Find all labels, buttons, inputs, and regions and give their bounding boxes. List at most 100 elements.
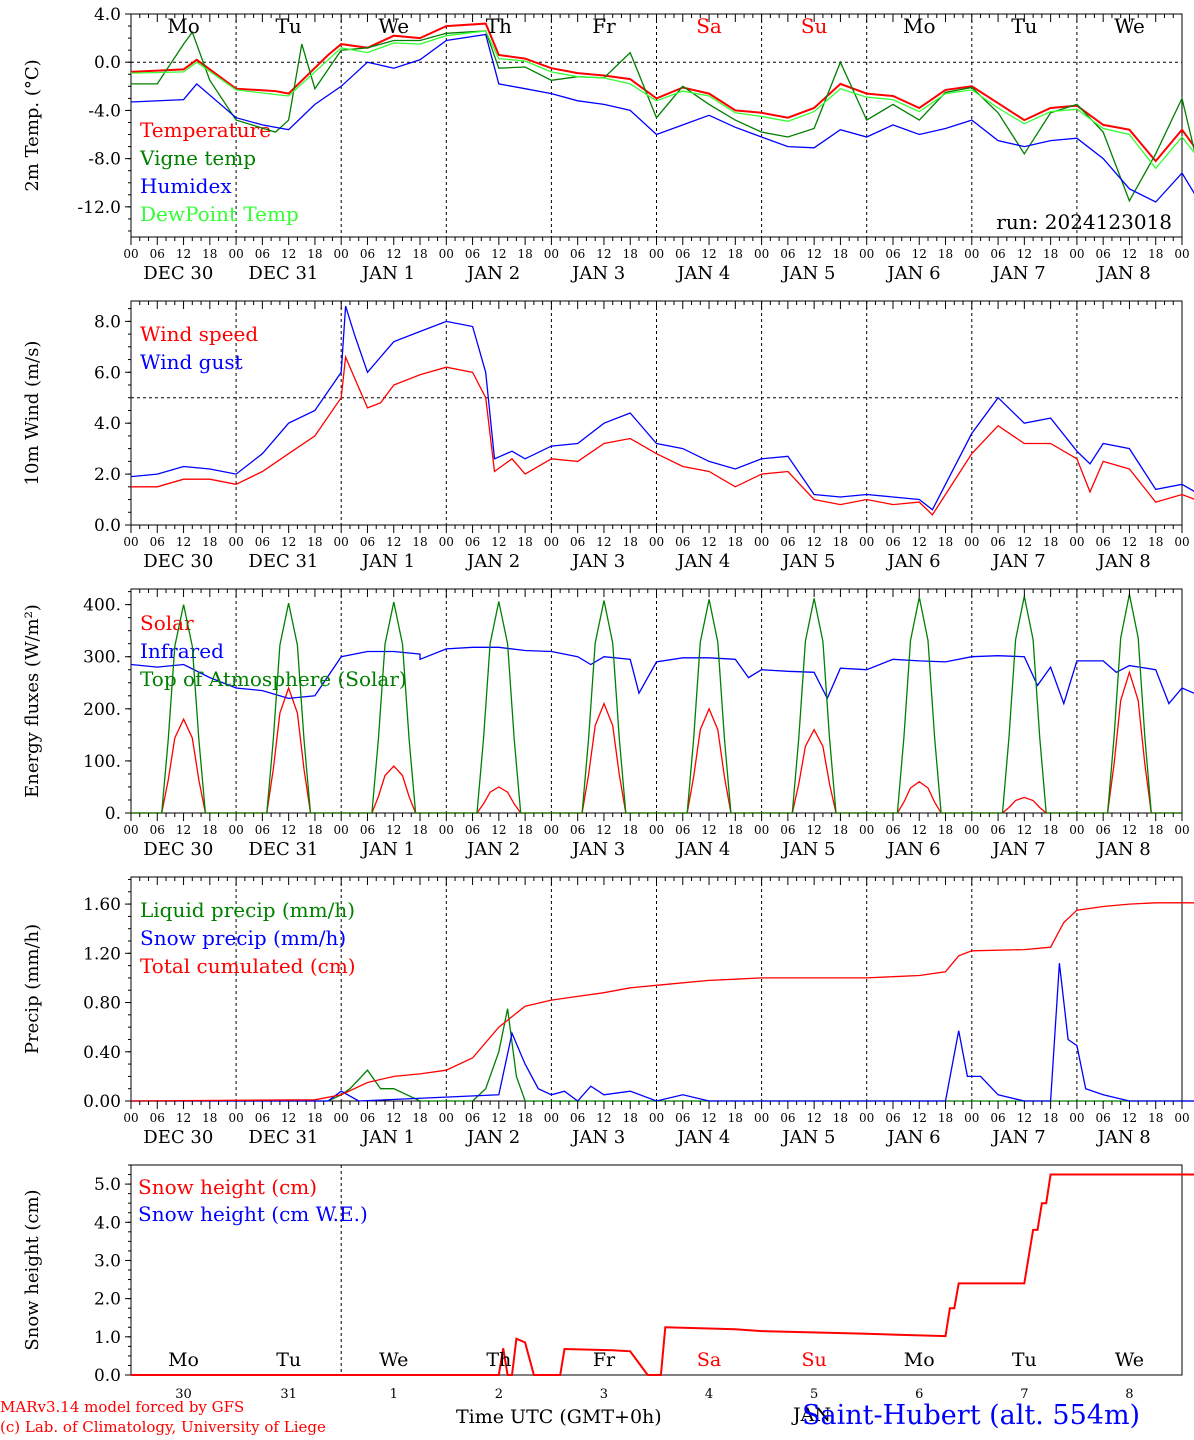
y-axis-title: 10m Wind (m/s)	[22, 341, 43, 486]
series-line-0	[130, 22, 1194, 163]
date-label: JAN 3	[570, 1127, 625, 1148]
hour-tick-label: 00	[859, 247, 874, 261]
hour-tick-label: 00	[123, 1111, 138, 1125]
hour-tick-label: 06	[360, 535, 375, 549]
hour-tick-label: 12	[281, 247, 296, 261]
hour-tick-label: 18	[1148, 823, 1163, 837]
hour-tick-label: 12	[701, 1111, 716, 1125]
date-label: DEC 30	[143, 1127, 213, 1148]
date-label: JAN 1	[360, 551, 415, 572]
hour-tick-label: 00	[964, 823, 979, 837]
date-label: DEC 30	[143, 551, 213, 572]
hour-tick-label: 00	[1174, 1111, 1189, 1125]
hour-tick-label: 00	[439, 247, 454, 261]
hour-tick-label: 12	[596, 247, 611, 261]
date-label: JAN 2	[465, 551, 520, 572]
date-label: JAN 3	[570, 551, 625, 572]
y-axis-title: Snow height (cm)	[22, 1189, 43, 1350]
legend-entry: Infrared	[140, 639, 224, 663]
hour-tick-label: 12	[1122, 535, 1137, 549]
hour-tick-label: 12	[701, 823, 716, 837]
hour-tick-label: 00	[649, 823, 664, 837]
hour-tick-label: 12	[807, 1111, 822, 1125]
y-tick-label: 200.	[83, 700, 121, 720]
date-label: JAN 5	[780, 1127, 835, 1148]
weekday-label: Mo	[167, 14, 200, 38]
series-line-1	[131, 963, 1194, 1102]
y-tick-label: 100.	[83, 752, 121, 772]
y-tick-label: 0.00	[83, 1092, 121, 1112]
hour-tick-label: 00	[123, 823, 138, 837]
station-overlap-label: JAN	[793, 1404, 831, 1426]
weekday-label: Tu	[1011, 14, 1037, 38]
date-label: JAN 6	[885, 839, 940, 860]
hour-tick-label: 12	[491, 535, 506, 549]
y-tick-label: 0.	[105, 804, 121, 824]
hour-tick-label: 12	[491, 247, 506, 261]
hour-tick-label: 18	[202, 1111, 217, 1125]
hour-tick-label: 00	[1069, 1111, 1084, 1125]
series-line-0	[131, 1173, 1194, 1376]
legend-entry: Wind speed	[140, 322, 258, 346]
hour-tick-label: 12	[1017, 823, 1032, 837]
legend-entry: DewPoint Temp	[140, 202, 299, 226]
legend-entry: Wind gust	[140, 350, 243, 374]
y-tick-label: -8.0	[88, 150, 121, 170]
hour-tick-label: 00	[334, 823, 349, 837]
legend-entry: Snow height (cm)	[138, 1175, 317, 1199]
hour-tick-label: 00	[228, 1111, 243, 1125]
hour-tick-label: 12	[912, 823, 927, 837]
hour-tick-label: 18	[938, 247, 953, 261]
hour-tick-label: 18	[412, 535, 427, 549]
hour-tick-label: 12	[281, 1111, 296, 1125]
date-label: DEC 31	[248, 1127, 318, 1148]
weekday-label-bottom: We	[379, 1349, 408, 1371]
hour-tick-label: 06	[1096, 535, 1111, 549]
hour-tick-label: 00	[544, 247, 559, 261]
day-number-label: 8	[1125, 1387, 1133, 1402]
hour-tick-label: 00	[1174, 535, 1189, 549]
series-line-2	[130, 33, 1194, 203]
hour-tick-label: 06	[255, 823, 270, 837]
hour-tick-label: 00	[649, 1111, 664, 1125]
hour-tick-label: 00	[544, 1111, 559, 1125]
date-label: JAN 5	[780, 839, 835, 860]
series-line-1	[130, 646, 1194, 706]
weekday-label: Tu	[276, 14, 302, 38]
hour-tick-label: 12	[1122, 1111, 1137, 1125]
y-axis-title: Precip (mm/h)	[22, 924, 43, 1054]
hour-tick-label: 00	[964, 1111, 979, 1125]
hour-tick-label: 18	[307, 535, 322, 549]
y-tick-label: 8.0	[94, 312, 121, 332]
legend-entry: Snow height (cm W.E.)	[138, 1202, 368, 1226]
hour-tick-label: 18	[1043, 535, 1058, 549]
hour-tick-label: 00	[334, 247, 349, 261]
weekday-label-bottom: Mo	[904, 1349, 935, 1371]
y-tick-label: 1.0	[94, 1328, 121, 1348]
hour-tick-label: 00	[1174, 823, 1189, 837]
series-line-1	[130, 305, 1194, 511]
hour-tick-label: 00	[859, 823, 874, 837]
date-label: JAN 8	[1096, 551, 1151, 572]
hour-tick-label: 12	[807, 535, 822, 549]
y-tick-label: 0.0	[94, 53, 121, 73]
y-axis-title: Energy fluxes (W/m²)	[22, 604, 43, 798]
hour-tick-label: 12	[807, 247, 822, 261]
date-label: JAN 2	[465, 1127, 520, 1148]
hour-tick-label: 06	[255, 535, 270, 549]
weekday-label-bottom: Fr	[593, 1349, 616, 1371]
hour-tick-label: 00	[439, 535, 454, 549]
hour-tick-label: 00	[439, 823, 454, 837]
hour-tick-label: 12	[386, 823, 401, 837]
weekday-label-bottom: Sa	[697, 1349, 721, 1371]
date-label: JAN 5	[780, 551, 835, 572]
hour-tick-label: 12	[596, 823, 611, 837]
hour-tick-label: 06	[360, 247, 375, 261]
hour-tick-label: 18	[412, 247, 427, 261]
y-tick-label: 400.	[83, 596, 121, 616]
y-tick-label: 0.80	[83, 994, 121, 1014]
hour-tick-label: 06	[360, 823, 375, 837]
hour-tick-label: 06	[360, 1111, 375, 1125]
hour-tick-label: 06	[1096, 247, 1111, 261]
hour-tick-label: 00	[544, 535, 559, 549]
